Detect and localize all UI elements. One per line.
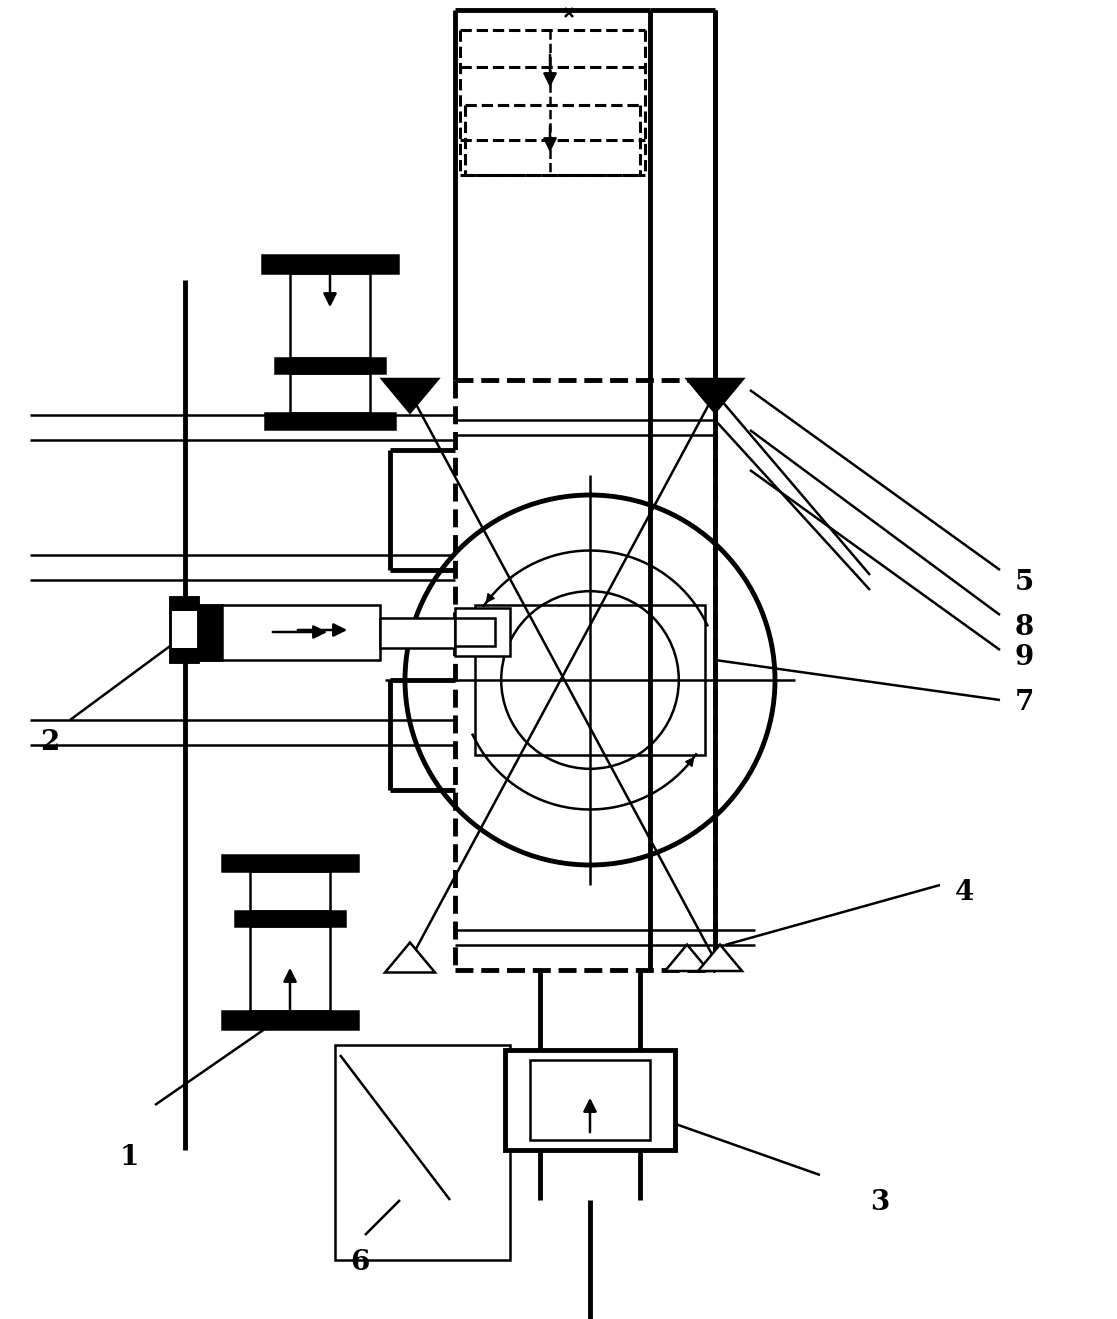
Text: 1: 1 (120, 1144, 140, 1171)
Bar (275, 357, 385, 373)
Bar (200, 605, 222, 660)
Bar (235, 911, 345, 926)
Text: 8: 8 (1015, 615, 1034, 641)
Bar (250, 926, 330, 1010)
Polygon shape (698, 944, 742, 971)
Bar (222, 855, 359, 871)
Bar (170, 598, 198, 611)
Bar (265, 413, 395, 429)
Bar (265, 413, 395, 429)
Bar (250, 871, 330, 911)
Bar (290, 373, 370, 413)
Text: 5: 5 (1015, 568, 1034, 596)
Text: 4: 4 (955, 878, 974, 906)
Bar (170, 648, 198, 662)
Bar (262, 255, 398, 273)
Bar (475, 605, 705, 754)
Polygon shape (382, 379, 438, 413)
Bar (335, 1045, 510, 1260)
Bar (455, 619, 495, 646)
Bar (200, 605, 222, 660)
Bar (505, 1050, 675, 1150)
Bar (380, 619, 455, 648)
Bar (222, 1010, 359, 1029)
Text: 2: 2 (40, 729, 59, 756)
Polygon shape (687, 379, 743, 413)
Bar (262, 255, 398, 273)
Bar (235, 911, 345, 926)
Bar (222, 1010, 359, 1029)
Bar (170, 598, 198, 662)
Bar (455, 608, 510, 656)
Polygon shape (385, 943, 435, 972)
Bar (290, 273, 370, 357)
Polygon shape (665, 944, 709, 971)
Text: 6: 6 (350, 1249, 370, 1275)
Bar (170, 598, 198, 662)
Bar (529, 1060, 650, 1140)
Bar (222, 855, 359, 871)
Bar (200, 605, 380, 660)
Bar (275, 357, 385, 373)
Text: 9: 9 (1015, 644, 1034, 671)
Text: 3: 3 (870, 1188, 889, 1216)
Text: 7: 7 (1015, 689, 1034, 716)
